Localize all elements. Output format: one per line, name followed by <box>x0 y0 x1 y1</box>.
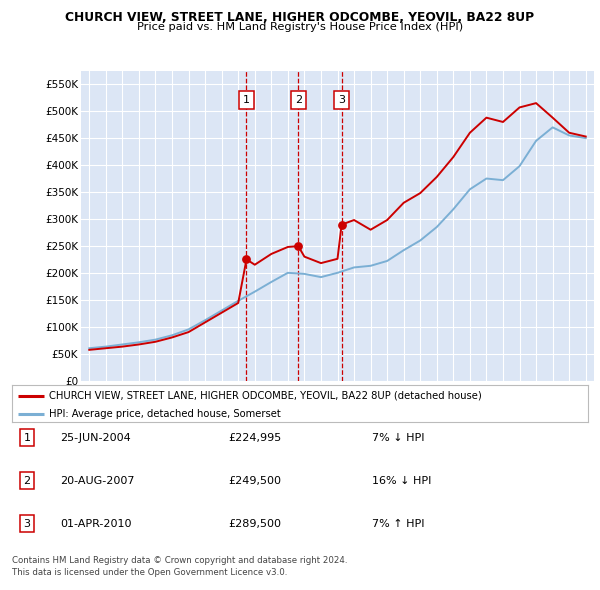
Point <box>293 241 303 251</box>
Text: 3: 3 <box>338 95 345 105</box>
Text: 2: 2 <box>295 95 302 105</box>
Text: Price paid vs. HM Land Registry's House Price Index (HPI): Price paid vs. HM Land Registry's House … <box>137 22 463 32</box>
Text: Contains HM Land Registry data © Crown copyright and database right 2024.: Contains HM Land Registry data © Crown c… <box>12 556 347 565</box>
Text: 7% ↑ HPI: 7% ↑ HPI <box>372 519 425 529</box>
Text: 7% ↓ HPI: 7% ↓ HPI <box>372 433 425 442</box>
Text: 16% ↓ HPI: 16% ↓ HPI <box>372 476 431 486</box>
Text: £249,500: £249,500 <box>228 476 281 486</box>
Text: 2: 2 <box>23 476 31 486</box>
Text: CHURCH VIEW, STREET LANE, HIGHER ODCOMBE, YEOVIL, BA22 8UP: CHURCH VIEW, STREET LANE, HIGHER ODCOMBE… <box>65 11 535 24</box>
Text: HPI: Average price, detached house, Somerset: HPI: Average price, detached house, Some… <box>49 409 281 419</box>
Text: 20-AUG-2007: 20-AUG-2007 <box>60 476 134 486</box>
Text: CHURCH VIEW, STREET LANE, HIGHER ODCOMBE, YEOVIL, BA22 8UP (detached house): CHURCH VIEW, STREET LANE, HIGHER ODCOMBE… <box>49 391 482 401</box>
Text: This data is licensed under the Open Government Licence v3.0.: This data is licensed under the Open Gov… <box>12 568 287 577</box>
Text: £289,500: £289,500 <box>228 519 281 529</box>
Point <box>242 255 251 264</box>
Text: £224,995: £224,995 <box>228 433 281 442</box>
Point <box>337 220 346 230</box>
Text: 1: 1 <box>23 433 31 442</box>
Text: 01-APR-2010: 01-APR-2010 <box>60 519 131 529</box>
Text: 3: 3 <box>23 519 31 529</box>
Text: 25-JUN-2004: 25-JUN-2004 <box>60 433 131 442</box>
Text: 1: 1 <box>243 95 250 105</box>
